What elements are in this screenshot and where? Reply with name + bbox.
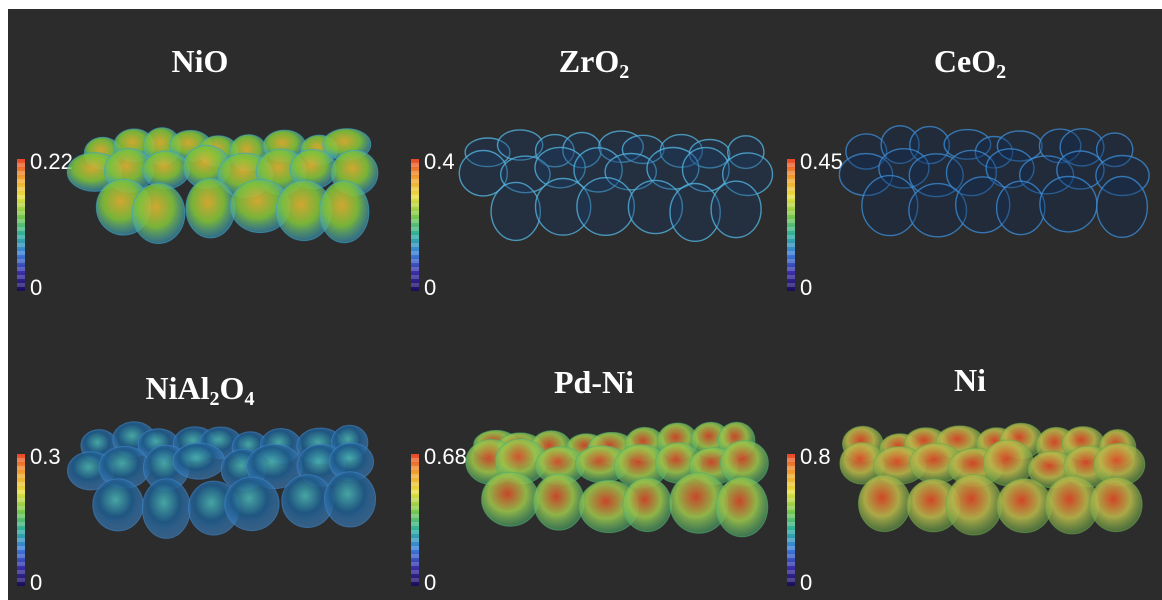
particle <box>861 174 919 237</box>
particle <box>1056 150 1105 190</box>
particle <box>627 179 684 235</box>
particle <box>622 477 672 533</box>
particle <box>1095 132 1134 168</box>
particle <box>142 150 190 190</box>
colorbar-max-label: 0.68 <box>424 444 467 469</box>
particle <box>500 155 551 194</box>
particle <box>908 182 968 238</box>
particle <box>1039 175 1098 233</box>
particle <box>710 180 762 239</box>
particle <box>945 149 997 197</box>
particle <box>534 177 592 236</box>
panel-zro2: ZrO2 0.4 0 <box>402 9 786 299</box>
panel-nial2o4: NiAl2O4 0.3 0 <box>8 304 392 594</box>
colorbar-pattern <box>787 159 795 291</box>
particle <box>92 478 144 532</box>
tomography-volume <box>839 422 1146 536</box>
panel-title: NiAl2O4 <box>145 370 255 410</box>
colorbar <box>411 159 419 291</box>
panel-pd-ni: Pd-Ni 0.68 0 <box>402 304 786 594</box>
colorbar-pattern <box>17 454 25 586</box>
colorbar <box>411 454 419 586</box>
particle <box>1089 476 1143 533</box>
particle <box>996 478 1053 534</box>
colorbar-min-label: 0 <box>30 275 43 300</box>
particle <box>533 473 585 531</box>
particle <box>945 474 1003 536</box>
tomography-volume <box>838 125 1150 238</box>
panel-title: Ni <box>954 362 986 398</box>
particle <box>464 137 511 168</box>
panel-nio: NiO 0.22 0 <box>8 9 392 299</box>
particle <box>995 180 1046 236</box>
colorbar <box>17 159 25 291</box>
colorbar-pattern <box>411 159 419 291</box>
colorbar-min-label: 0 <box>424 570 437 595</box>
particle <box>1095 154 1150 197</box>
particle <box>669 182 721 242</box>
panel-title: ZrO2 <box>558 43 630 83</box>
particle <box>131 182 186 245</box>
colorbar-pattern <box>411 454 419 586</box>
tomography-volume <box>458 129 774 242</box>
particle <box>722 152 774 197</box>
particle <box>1059 127 1105 167</box>
particle <box>576 176 636 236</box>
panel-ni: Ni 0.8 0 <box>778 304 1162 594</box>
particle <box>954 176 1011 234</box>
particle <box>845 133 888 170</box>
colorbar-max-label: 0.4 <box>424 149 455 174</box>
figure-frame: NiO 0.22 0 ZrO2 0.4 0 CeO2 0.45 0 NiAl2O… <box>8 9 1162 600</box>
particle <box>324 471 377 528</box>
colorbar-max-label: 0.22 <box>30 149 73 174</box>
particle <box>172 442 226 480</box>
colorbar <box>787 454 795 586</box>
particle <box>878 148 930 189</box>
particle <box>659 133 704 168</box>
colorbar-pattern <box>17 159 25 291</box>
colorbar-max-label: 0.3 <box>30 444 61 469</box>
colorbar-max-label: 0.8 <box>800 444 831 469</box>
tomography-volume <box>465 421 769 538</box>
panel-title: Pd-Ni <box>554 364 634 400</box>
colorbar-pattern <box>787 454 795 586</box>
colorbar-min-label: 0 <box>30 570 43 595</box>
panel-title: NiO <box>171 43 229 79</box>
particle <box>996 130 1043 162</box>
particle <box>481 471 540 527</box>
particle <box>880 125 920 165</box>
particle <box>185 178 236 239</box>
particle <box>726 135 765 170</box>
particle <box>458 149 509 197</box>
colorbar <box>787 159 795 291</box>
particle <box>490 181 542 242</box>
particle <box>715 476 769 538</box>
panel-title: CeO2 <box>933 43 1007 83</box>
colorbar-min-label: 0 <box>800 570 813 595</box>
colorbar-min-label: 0 <box>800 275 813 300</box>
particle <box>496 129 544 161</box>
particle <box>224 476 280 532</box>
particle <box>573 147 623 193</box>
particle <box>319 180 370 244</box>
particle <box>141 478 191 539</box>
tomography-volume <box>66 127 379 245</box>
colorbar-min-label: 0 <box>424 275 437 300</box>
tomography-volume <box>66 421 377 539</box>
particle <box>562 131 602 169</box>
particle <box>534 146 586 189</box>
panel-ceo2: CeO2 0.45 0 <box>778 9 1162 299</box>
colorbar <box>17 454 25 586</box>
particle <box>985 148 1035 189</box>
particle <box>1096 175 1149 238</box>
particle <box>858 474 911 533</box>
colorbar-max-label: 0.45 <box>800 149 843 174</box>
particle <box>974 135 1014 169</box>
particle <box>681 146 730 193</box>
